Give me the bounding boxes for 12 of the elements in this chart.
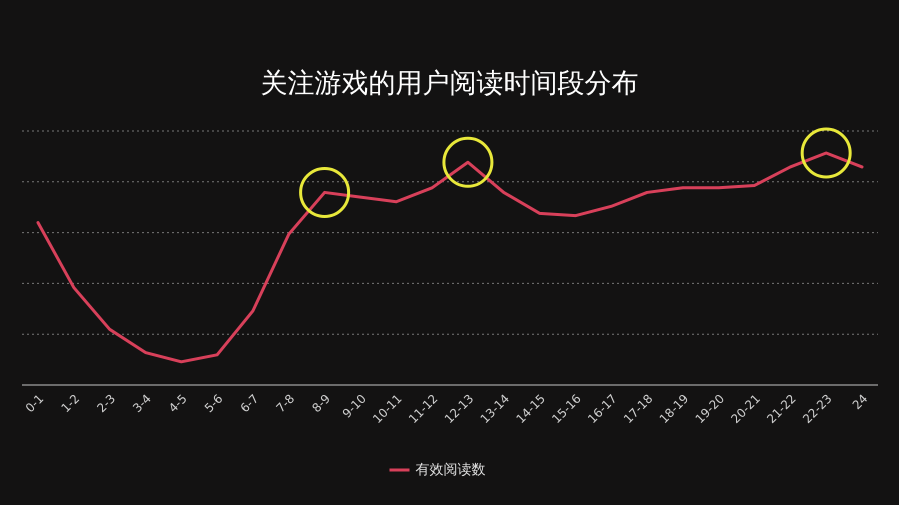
x-tick-label: 2-3 bbox=[94, 392, 118, 416]
x-tick-label: 4-5 bbox=[166, 392, 190, 416]
x-tick-label: 0-1 bbox=[22, 392, 46, 416]
x-tick-label: 3-4 bbox=[130, 392, 154, 416]
x-tick-label: 7-8 bbox=[273, 392, 298, 416]
x-tick-label: 8-9 bbox=[309, 392, 334, 416]
chart-title: 关注游戏的用户阅读时间段分布 bbox=[260, 68, 638, 99]
legend-label: 有效阅读数 bbox=[416, 462, 486, 478]
x-tick-label: 24 bbox=[850, 392, 870, 412]
x-tick-label: 5-6 bbox=[202, 392, 226, 416]
x-tick-label: 1-2 bbox=[58, 392, 82, 416]
x-tick-label: 6-7 bbox=[238, 392, 262, 416]
